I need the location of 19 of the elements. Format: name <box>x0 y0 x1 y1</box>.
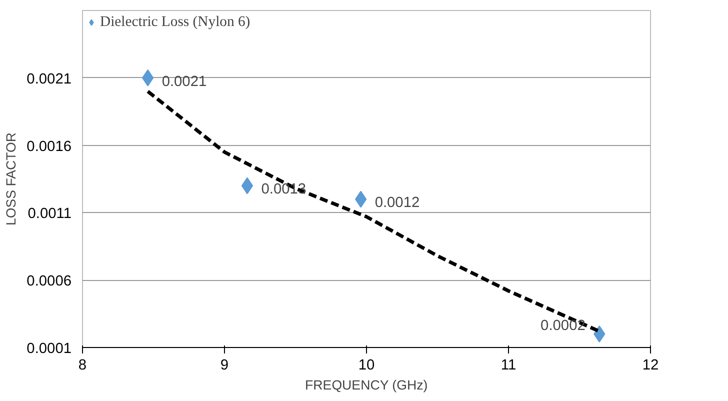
x-tick-label: 9 <box>220 358 229 374</box>
legend-label: Dielectric Loss (Nylon 6) <box>100 14 250 30</box>
x-tick-label: 12 <box>642 358 659 374</box>
y-tick-label: 0.0011 <box>28 206 72 222</box>
y-tick-label: 0.0001 <box>26 341 72 357</box>
data-label: 0.0021 <box>162 74 207 90</box>
point <box>354 190 367 208</box>
point <box>241 177 254 194</box>
data-label: 0.0012 <box>374 195 420 212</box>
y-tick-label: 0.0006 <box>26 274 72 290</box>
x-tick-label: 11 <box>500 358 516 374</box>
data-label: 0.0002 <box>540 318 586 334</box>
y-axis-title: LOSS FACTOR <box>4 132 19 226</box>
x-tick-label: 10 <box>358 358 375 374</box>
x-tick-label: 8 <box>78 358 87 374</box>
y-tick-label: 0.0021 <box>26 71 72 88</box>
point <box>142 69 154 86</box>
y-tick-label: 0.0016 <box>26 138 72 155</box>
x-axis-title: FREQUENCY (GHz) <box>305 378 428 392</box>
